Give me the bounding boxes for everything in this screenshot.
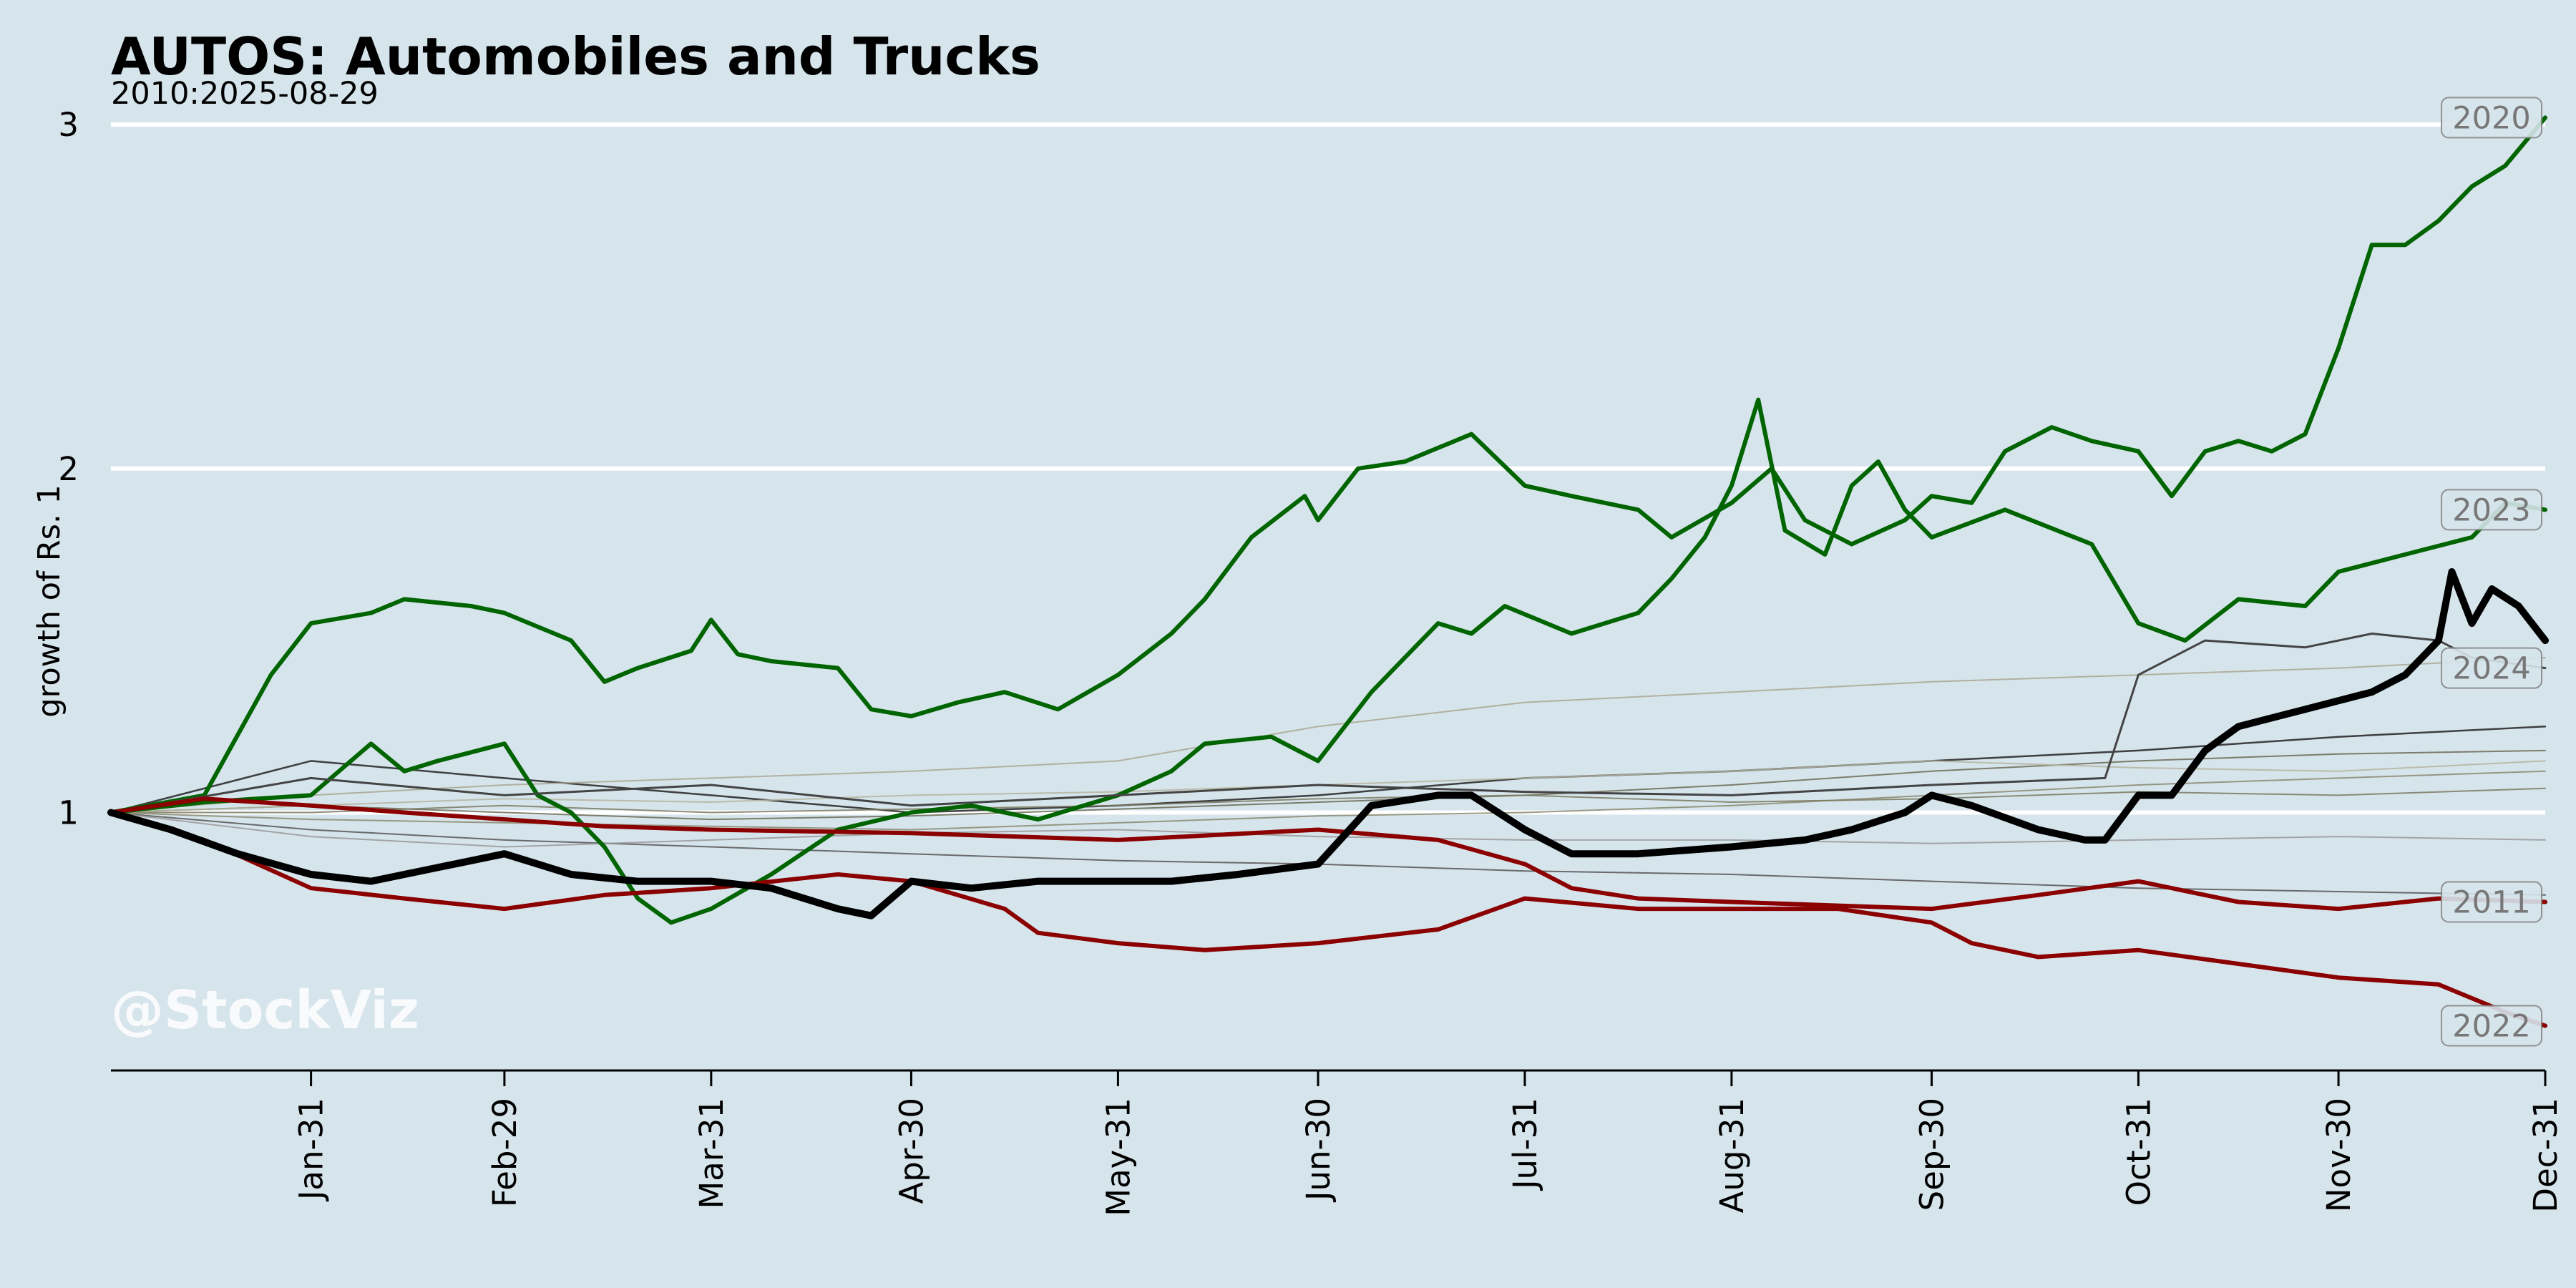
chart-subtitle: 2010:2025-08-29 [111, 76, 379, 112]
series-line-current [107, 568, 2549, 919]
series-label-2023: 2023 [2441, 489, 2542, 531]
x-tick-label: Jun-30 [1299, 1098, 1337, 1203]
series-line-bg3 [110, 749, 2546, 821]
watermark: @StockViz [111, 980, 419, 1041]
series-label-text: 2011 [2452, 884, 2530, 920]
series-label-2011: 2011 [2441, 881, 2542, 923]
series-labels: 2020 2023 2024 2011 2022 [2441, 97, 2542, 1047]
series-line-2020 [109, 115, 2547, 815]
series-label-box [2441, 881, 2542, 923]
x-tick-label: Dec-31 [2527, 1098, 2565, 1213]
x-tick-label: Apr-30 [892, 1098, 930, 1204]
series-label-text: 2022 [2452, 1009, 2530, 1045]
series-label-box [2441, 97, 2542, 139]
chart-title: AUTOS: Automobiles and Trucks [111, 26, 1040, 87]
series-line-2024 [109, 633, 2547, 814]
x-tick-label: Sep-30 [1913, 1098, 1951, 1211]
x-tick-label: May-31 [1099, 1098, 1137, 1216]
y-tick-label: 1 [58, 794, 79, 831]
x-tick-label: Jan-31 [293, 1098, 331, 1202]
series-line-bg6 [110, 811, 2546, 848]
series-line-bg1 [109, 726, 2547, 814]
series-label-text: 2020 [2452, 100, 2530, 136]
series-label-box [2441, 489, 2542, 531]
x-tick-label: Oct-31 [2119, 1098, 2157, 1206]
y-tick-label: 3 [58, 106, 79, 144]
x-tick-label: Feb-29 [486, 1098, 524, 1207]
series-line-2011 [109, 796, 2547, 912]
y-axis-label: growth of Rs. 1 [31, 484, 67, 717]
series-group [107, 115, 2549, 1028]
series-line-2023 [109, 397, 2547, 925]
x-tick-label: Jul-31 [1506, 1098, 1544, 1191]
series-label-2020: 2020 [2441, 97, 2542, 139]
x-tick-label: Mar-31 [693, 1098, 731, 1209]
grid-lines [111, 122, 2545, 815]
series-label-box [2441, 647, 2542, 689]
series-line-bg4 [110, 770, 2546, 831]
series-label-2024: 2024 [2441, 647, 2542, 689]
series-label-text: 2024 [2452, 651, 2530, 687]
series-label-2022: 2022 [2441, 1005, 2542, 1047]
y-tick-label: 2 [58, 450, 79, 488]
series-label-box [2441, 1005, 2542, 1047]
series-label-text: 2023 [2452, 492, 2530, 528]
x-tick-label: Nov-30 [2320, 1098, 2358, 1212]
x-tick-label: Aug-31 [1713, 1098, 1751, 1213]
series-line-2022 [109, 810, 2547, 1028]
axes: 1 2 3 Jan-31 Feb-29 Mar-31 Apr-30 May-31 Jun-30 J… [58, 106, 2565, 1216]
